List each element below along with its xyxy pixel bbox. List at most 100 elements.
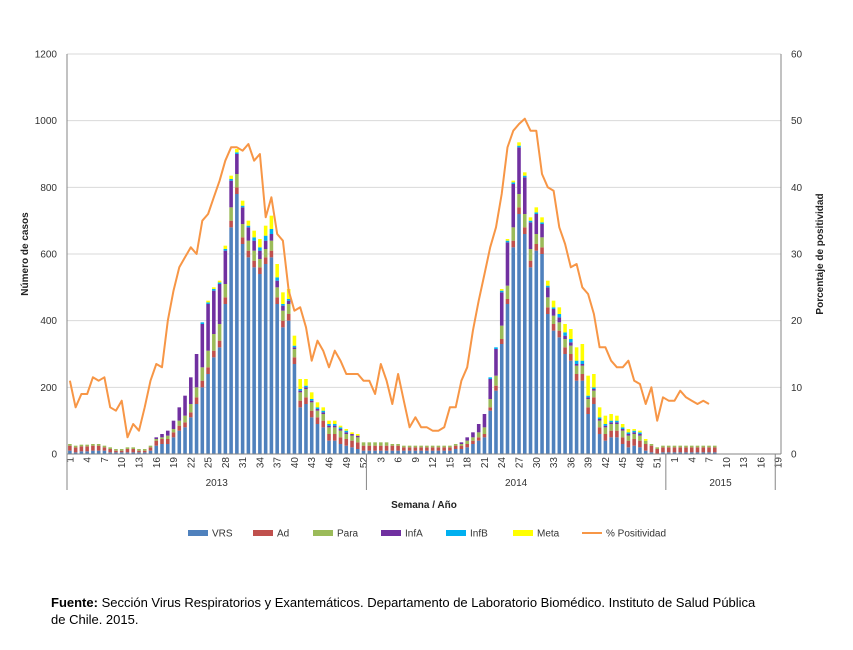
bar-infb: [546, 285, 550, 288]
bar-ad: [655, 449, 659, 454]
bar-ad: [68, 445, 72, 451]
bar-vrs: [689, 452, 694, 454]
bar-infb: [281, 304, 285, 306]
bar-vrs: [402, 450, 406, 454]
x-tick-label: 10: [722, 457, 733, 469]
x-tick-label: 7: [100, 457, 111, 463]
bar-vrs: [522, 234, 527, 454]
bar-para: [425, 445, 429, 448]
bar-para: [430, 445, 435, 448]
legend-label: Para: [337, 529, 359, 540]
x-tick-label: 6: [394, 457, 405, 463]
bar-infa: [482, 414, 487, 428]
legend-label: % Positividad: [606, 529, 666, 540]
bar-infb: [494, 347, 498, 349]
bar-infb: [235, 152, 239, 154]
bar-vrs: [344, 445, 349, 454]
bar-vrs: [563, 354, 567, 454]
bar-vrs: [666, 452, 671, 454]
bar-vrs: [471, 444, 475, 454]
bar-ad: [286, 314, 291, 321]
bar-meta: [551, 300, 556, 308]
bar-infa: [488, 379, 493, 399]
source-text-line1: Sección Virus Respiratorios y Exantemáti…: [97, 595, 756, 610]
bar-infb: [609, 420, 613, 423]
bar-vrs: [148, 450, 153, 454]
bar-infb: [488, 377, 493, 379]
bar-infb: [344, 430, 349, 433]
bar-ad: [73, 447, 78, 453]
bar-infa: [338, 429, 343, 431]
bar-vrs: [695, 452, 700, 454]
bar-para: [361, 442, 366, 446]
bar-para: [448, 445, 452, 448]
bar-ad: [396, 445, 400, 451]
bar-vrs: [425, 450, 429, 454]
bar-vrs: [586, 414, 590, 454]
bar-ad: [626, 440, 631, 448]
bar-infa: [355, 435, 360, 438]
bar-para: [655, 447, 659, 449]
y2-tick-label: 50: [791, 116, 803, 127]
legend-swatch: [446, 530, 466, 536]
bar-vrs: [396, 450, 400, 454]
y-tick-label: 400: [40, 316, 57, 327]
bar-ad: [540, 247, 544, 254]
bar-para: [327, 427, 331, 434]
bar-vrs: [96, 450, 101, 454]
bar-vrs: [108, 452, 112, 454]
bar-infa: [235, 154, 239, 174]
bar-ad: [125, 449, 130, 453]
bar-vrs: [615, 437, 619, 454]
bar-infa: [586, 397, 590, 399]
bar-infb: [240, 205, 245, 208]
bar-meta: [592, 374, 596, 388]
x-tick-label: 18: [463, 457, 474, 469]
x-tick-label: 51: [653, 457, 664, 469]
bar-vrs: [304, 404, 308, 454]
x-tick-label: 16: [152, 457, 163, 469]
bar-vrs: [73, 452, 78, 454]
bar-para: [615, 424, 619, 431]
bar-vrs: [315, 424, 320, 454]
bar-vrs: [125, 452, 130, 454]
bar-ad: [223, 297, 228, 304]
bar-vrs: [355, 449, 360, 454]
bar-meta: [246, 220, 251, 226]
bar-infa: [252, 240, 256, 251]
bar-para: [522, 214, 527, 228]
bar-para: [252, 250, 256, 261]
bar-vrs: [638, 447, 642, 454]
bar-ad: [200, 380, 205, 388]
bar-ad: [384, 445, 389, 451]
bar-para: [580, 365, 585, 374]
bar-ad: [269, 250, 274, 258]
bar-infa: [200, 324, 205, 368]
bar-infa: [499, 292, 504, 326]
bar-ad: [476, 437, 481, 441]
bar-vrs: [223, 304, 228, 454]
bar-ad: [643, 444, 648, 451]
x-tick-label: 45: [618, 457, 629, 469]
bar-infa: [194, 354, 199, 388]
bar-vrs: [546, 314, 550, 454]
bar-para: [229, 207, 233, 221]
bar-para: [177, 420, 182, 426]
bar-vrs: [171, 437, 176, 454]
bar-infa: [321, 412, 326, 414]
bar-vrs: [79, 451, 84, 454]
bar-infb: [626, 432, 631, 434]
bar-para: [482, 427, 487, 434]
bar-vrs: [580, 380, 585, 454]
bar-meta: [304, 379, 308, 386]
bar-infa: [171, 420, 176, 429]
year-label: 2014: [505, 478, 528, 489]
x-tick-label: 21: [480, 457, 491, 469]
bar-vrs: [263, 264, 268, 454]
bar-ad: [131, 449, 136, 453]
bar-meta: [344, 429, 349, 431]
x-tick-label: 15: [445, 457, 456, 469]
bar-infa: [476, 424, 481, 433]
bar-meta: [292, 335, 297, 346]
bar-vrs: [165, 444, 170, 454]
